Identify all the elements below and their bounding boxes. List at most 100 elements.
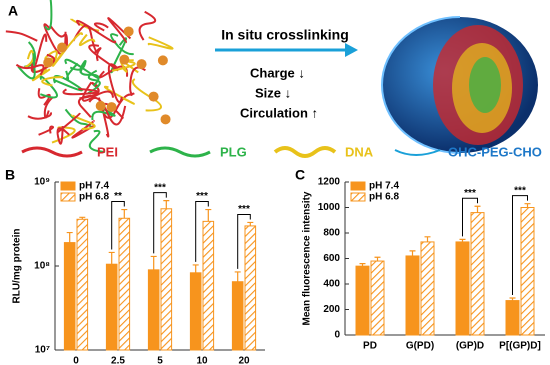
y-tick-label: 1000	[318, 202, 341, 213]
legend-swatch	[60, 181, 76, 191]
strand	[31, 68, 51, 82]
y-tick-label: 600	[323, 253, 340, 264]
significance-bracket	[237, 213, 251, 269]
strand	[27, 111, 52, 120]
legend-swatch	[350, 181, 366, 191]
significance-label: **	[114, 191, 122, 202]
strand	[138, 10, 157, 41]
legend-swatch	[350, 192, 366, 202]
significance-label: ***	[154, 182, 166, 193]
significance-bracket	[153, 192, 167, 254]
x-tick-label: 20	[238, 356, 250, 365]
polyplex-illustration	[5, 0, 174, 153]
strand	[120, 60, 139, 74]
strand	[49, 24, 68, 48]
strand	[15, 63, 45, 76]
error-bar	[524, 203, 531, 208]
diagram-legend: PEI PLG DNA OHC-PEG-CHO	[21, 144, 542, 159]
error-bar	[409, 250, 416, 256]
bar	[405, 255, 420, 336]
strand	[52, 32, 84, 67]
bar	[118, 217, 131, 351]
bar	[105, 263, 118, 351]
error-bar	[424, 236, 431, 242]
bar	[147, 269, 160, 351]
y-axis-title: RLU/mg protein	[12, 229, 23, 304]
legend-label: PEI	[97, 144, 118, 159]
strand	[70, 113, 96, 130]
particle	[95, 100, 106, 111]
significance-bracket	[462, 197, 478, 237]
particle	[160, 114, 171, 125]
significance-label: ***	[238, 204, 250, 215]
effect-label: Circulation ↑	[240, 105, 318, 120]
error-bar	[234, 271, 241, 282]
strand	[44, 0, 53, 31]
y-tick-label: 0	[334, 330, 340, 341]
y-tick-label: 10⁹	[34, 177, 50, 188]
effect-label: Size ↓	[255, 85, 291, 100]
legend-label: pH 6.8	[79, 192, 109, 203]
strand	[147, 36, 174, 50]
bar	[76, 218, 89, 351]
error-bar	[192, 264, 199, 273]
strand	[65, 62, 79, 81]
significance-label: ***	[464, 188, 476, 199]
legend-label: pH 6.8	[369, 192, 399, 203]
error-bar	[150, 255, 157, 270]
legend-label: pH 7.4	[369, 181, 399, 192]
y-axis-title: Mean fluorescence intensity	[302, 191, 313, 325]
error-bar	[205, 208, 212, 222]
strand	[93, 22, 109, 32]
strand	[69, 59, 87, 74]
error-bar	[359, 263, 366, 267]
strand	[94, 47, 102, 62]
bar	[420, 241, 435, 336]
strand	[78, 33, 96, 47]
bar	[189, 272, 202, 351]
error-bar	[108, 251, 115, 265]
strand	[39, 75, 58, 99]
strand	[56, 126, 70, 145]
error-bar	[121, 208, 128, 219]
strand	[88, 96, 127, 126]
bar	[505, 300, 520, 336]
particle	[148, 91, 159, 102]
particle	[106, 102, 117, 113]
arrow	[215, 43, 358, 57]
bar	[160, 208, 173, 351]
significance-bracket	[111, 201, 125, 250]
legend-swatch	[60, 192, 76, 202]
particle	[157, 55, 168, 66]
strand	[107, 63, 123, 104]
x-tick-label: P[(GP)D]	[499, 341, 541, 352]
legend-label: PLG	[220, 144, 247, 159]
significance-label: ***	[514, 185, 526, 196]
significance-bracket	[195, 201, 209, 262]
y-tick-label: 10⁷	[35, 345, 50, 356]
x-tick-label: 2.5	[111, 356, 125, 365]
particle	[43, 57, 54, 68]
strand	[5, 30, 38, 42]
strand	[17, 53, 36, 80]
strand	[107, 17, 132, 44]
error-bar	[79, 216, 86, 220]
bar	[63, 242, 76, 351]
y-tick-label: 1200	[318, 177, 341, 188]
bar	[520, 207, 535, 336]
strand	[88, 44, 119, 72]
legend-label: pH 7.4	[79, 181, 109, 192]
legend-label: OHC-PEG-CHO	[448, 144, 542, 159]
strand	[62, 87, 100, 96]
strand	[76, 19, 117, 44]
nanogel-illustration	[381, 16, 538, 154]
strand	[88, 129, 106, 153]
particle	[123, 26, 134, 37]
significance-label: ***	[196, 191, 208, 202]
x-tick-label: 5	[157, 356, 163, 365]
strand	[81, 81, 114, 102]
panel-label: A	[8, 3, 18, 19]
error-bar	[509, 297, 516, 301]
x-tick-label: G(PD)	[406, 341, 434, 352]
